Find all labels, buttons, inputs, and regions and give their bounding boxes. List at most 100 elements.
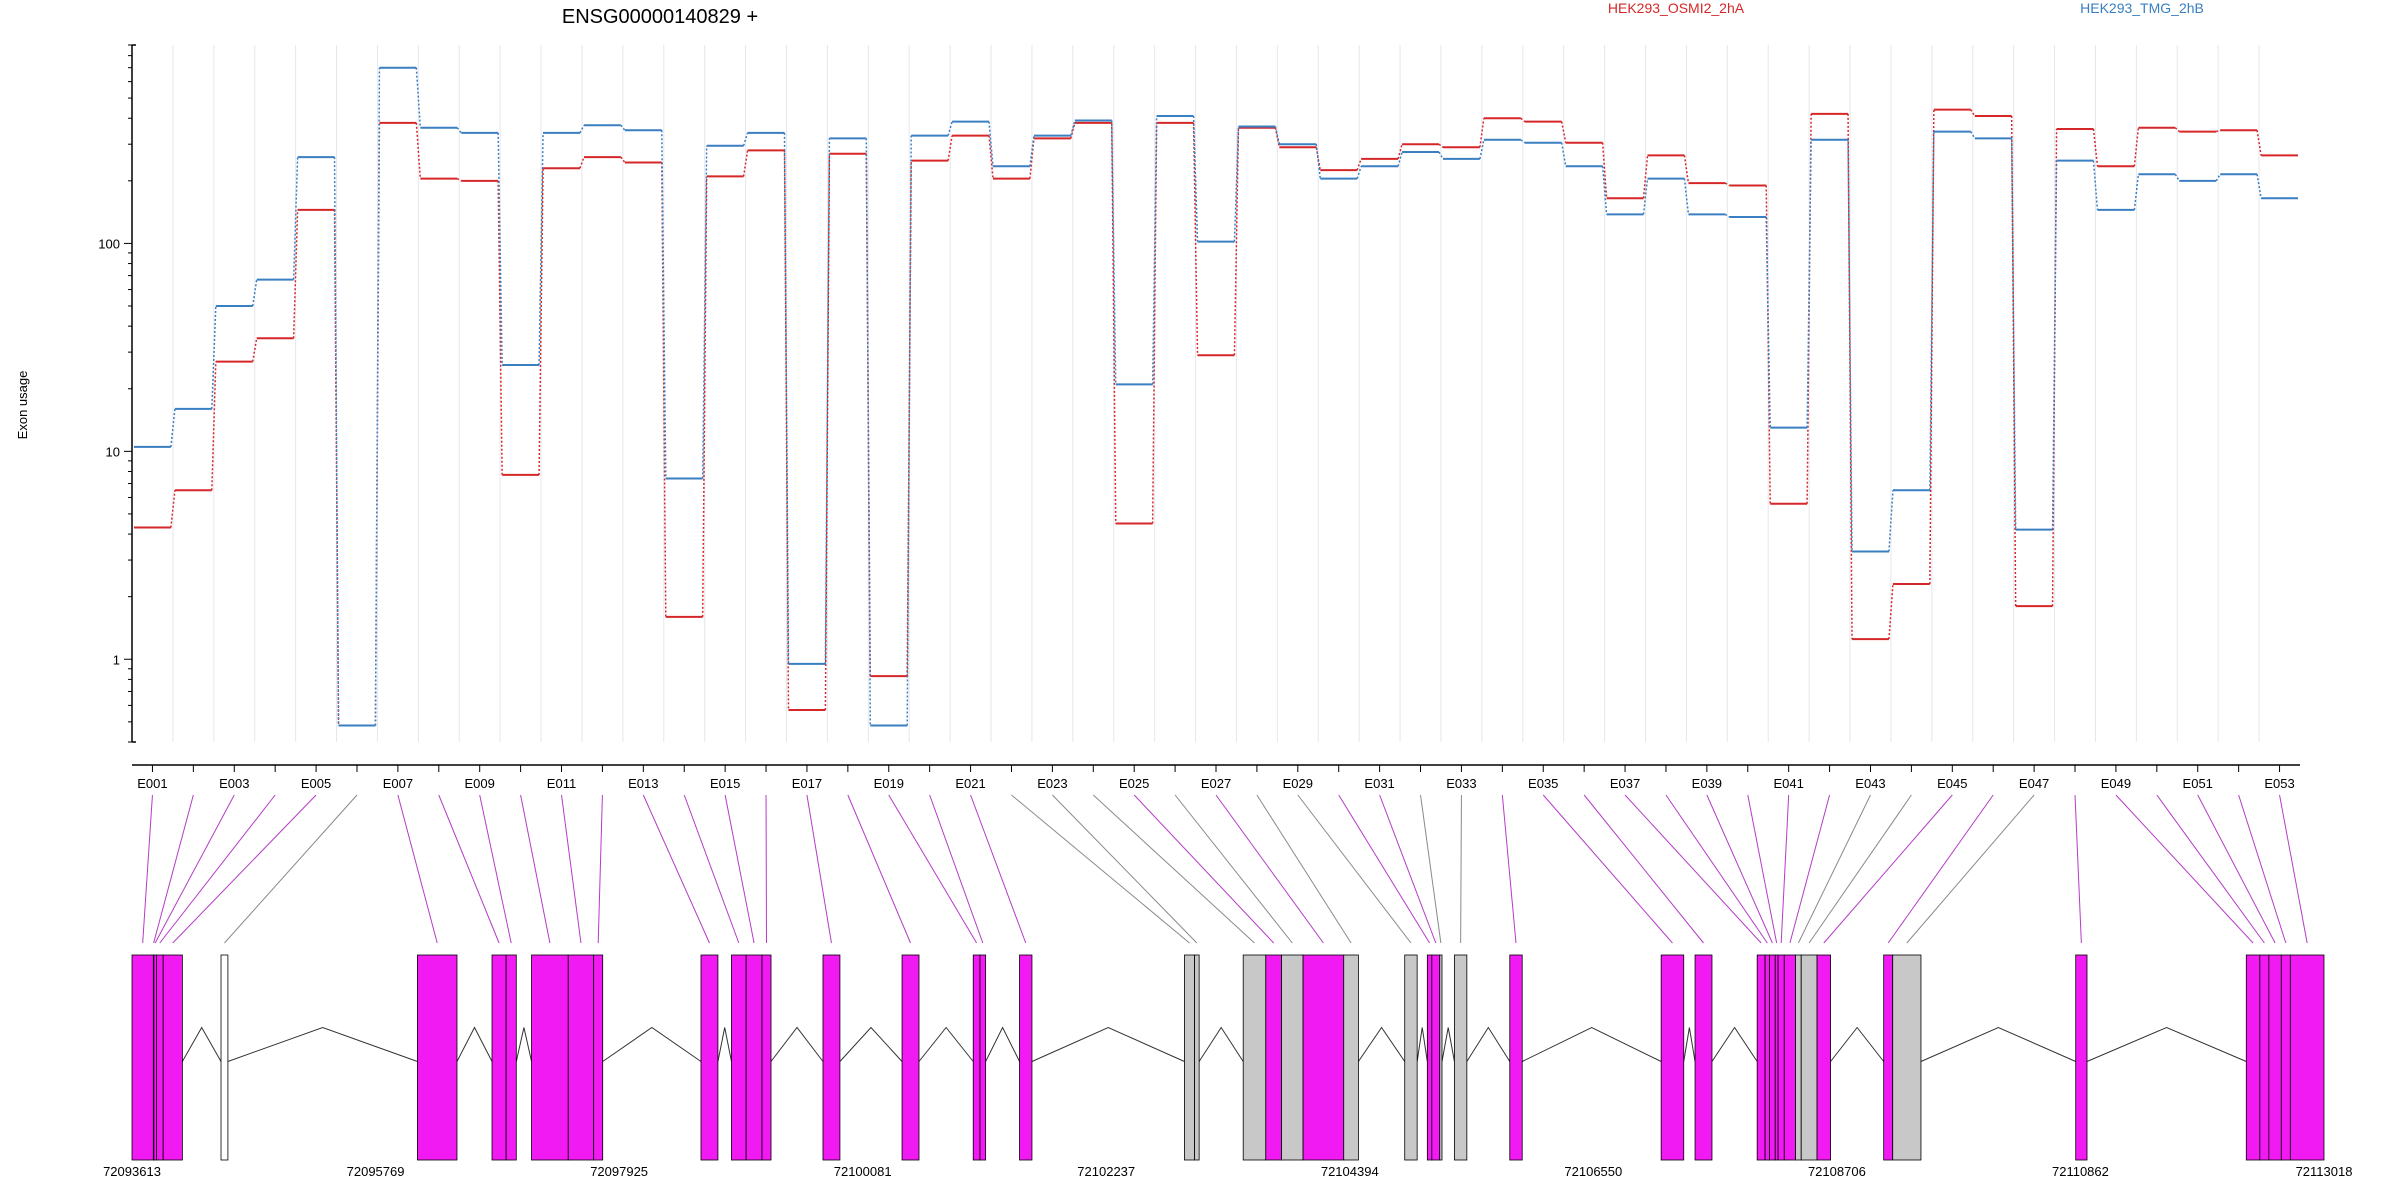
x-tick-label: E013 <box>628 776 658 791</box>
exon-block-e001 <box>131 954 154 1161</box>
exon-block-e031 <box>1431 954 1441 1161</box>
x-tick-label: E009 <box>465 776 495 791</box>
exon-block-e029 <box>1404 954 1418 1161</box>
exon-block-e021 <box>1019 954 1033 1161</box>
exon-connector-e038 <box>1665 794 1768 944</box>
exon-connector-e009 <box>479 794 512 944</box>
exon-connector-e046 <box>1887 794 1994 944</box>
exon-connector-e029 <box>1297 794 1412 944</box>
x-tick-label: E045 <box>1937 776 1967 791</box>
x-tick-label: E029 <box>1283 776 1313 791</box>
exon-connector-e030 <box>1338 794 1431 944</box>
coordinate-tick-label: 72100081 <box>834 1164 892 1179</box>
exon-connector-lines <box>142 794 2308 944</box>
series-connector <box>2133 127 2140 167</box>
x-tick-label: E005 <box>301 776 331 791</box>
intron-line <box>602 1026 702 1062</box>
legend-label-series-1: HEK293_OSMI2_2hA <box>1608 0 1745 16</box>
intron-line <box>1198 1026 1244 1062</box>
axes: 1 10 100 <box>98 44 2300 766</box>
series-connector <box>1192 115 1199 242</box>
series-connector <box>2256 174 2262 199</box>
series-connector <box>579 156 585 169</box>
series-connector <box>1192 122 1199 356</box>
series-connector <box>211 305 217 409</box>
series-connector <box>1520 139 1526 144</box>
series-connector <box>374 67 381 726</box>
exon-block-e051 <box>2268 954 2282 1161</box>
exon-connector-e037 <box>1624 794 1762 944</box>
exon-block-e009 <box>505 954 517 1161</box>
series-connector <box>620 156 626 163</box>
exon-connector-e019 <box>888 794 978 944</box>
x-tick-label: E049 <box>2101 776 2131 791</box>
coordinate-tick-label: 72104394 <box>1321 1164 1379 1179</box>
series-connector <box>538 168 544 475</box>
series-connector <box>1970 131 1976 139</box>
series-connector <box>1642 155 1649 199</box>
series-connector <box>1929 109 1935 585</box>
legend-label-series-2: HEK293_TMG_2hB <box>2080 0 2204 16</box>
series-connector <box>947 121 953 136</box>
chart-title: ENSG00000140829 + <box>562 6 758 28</box>
series-connector <box>497 180 503 475</box>
coordinate-tick-label: 72108706 <box>1808 1164 1866 1179</box>
intron-line <box>1920 1026 2076 1062</box>
exon-connector-e010 <box>520 794 551 944</box>
exon-block-e005 <box>162 954 183 1161</box>
category-gridlines <box>172 45 2260 742</box>
coordinate-tick-label: 72106550 <box>1564 1164 1622 1179</box>
intron-line <box>515 1027 533 1062</box>
series-connector <box>783 132 790 664</box>
exon-block-e026 <box>1281 954 1304 1161</box>
x-tick-label: E043 <box>1855 776 1885 791</box>
series-connector <box>1683 178 1690 215</box>
exon-connector-e036 <box>1583 794 1704 944</box>
coordinate-tick-label: 72097925 <box>590 1164 648 1179</box>
series-connector <box>1847 113 1853 640</box>
exon-block-e047 <box>1892 954 1922 1161</box>
series-connector <box>2133 174 2140 210</box>
series-connector <box>988 135 994 179</box>
x-axis-category-ticks: E001 E003 E005 E007 E009 E011 E013 E015 E017 E019… <box>137 765 2295 791</box>
x-tick-label: E023 <box>1037 776 1067 791</box>
series-connector <box>1438 143 1444 148</box>
exon-block-e014 <box>731 954 747 1161</box>
x-tick-label: E039 <box>1692 776 1722 791</box>
series-connector <box>1479 139 1485 160</box>
exon-connector-e048 <box>2074 794 2082 944</box>
exon-connector-e041 <box>1780 794 1790 944</box>
exon-block-e030 <box>1426 954 1433 1161</box>
exon-block-e023 <box>1194 954 1200 1161</box>
series-connector <box>620 124 626 131</box>
exon-block-e032 <box>1439 954 1443 1161</box>
exon-connector-e003 <box>154 794 235 944</box>
exon-connector-e007 <box>397 794 438 944</box>
y-tick-label: 1 <box>113 652 120 667</box>
series-connector <box>2010 115 2017 607</box>
series-2 <box>134 66 2298 727</box>
y-tick-label: 10 <box>106 444 120 459</box>
exon-block-e041 <box>1777 954 1785 1161</box>
series-connector <box>1438 151 1444 160</box>
x-tick-label: E019 <box>874 776 904 791</box>
exon-block-e012 <box>593 954 604 1161</box>
intron-line <box>1830 1026 1885 1062</box>
exon-connector-e052 <box>2238 794 2287 944</box>
exon-block-e013 <box>700 954 719 1161</box>
series-connector <box>292 209 299 339</box>
exon-connector-e017 <box>806 794 832 944</box>
exon-connector-e012 <box>597 794 603 944</box>
series-connector <box>2215 173 2221 182</box>
series-connector <box>2174 127 2180 133</box>
series-lines <box>134 66 2298 727</box>
exon-block-e044 <box>1800 954 1818 1161</box>
intron-line <box>1683 1027 1696 1062</box>
exon-connector-e014 <box>683 794 740 944</box>
exon-connector-e028 <box>1256 794 1352 944</box>
exon-connector-e024 <box>1092 794 1255 944</box>
exon-connector-e040 <box>1747 794 1778 944</box>
genomic-coordinate-axis: 72093613 72095769 72097925 72100081 72102237… <box>103 1164 2352 1179</box>
intron-line <box>227 1026 418 1062</box>
series-connector <box>1356 158 1362 171</box>
